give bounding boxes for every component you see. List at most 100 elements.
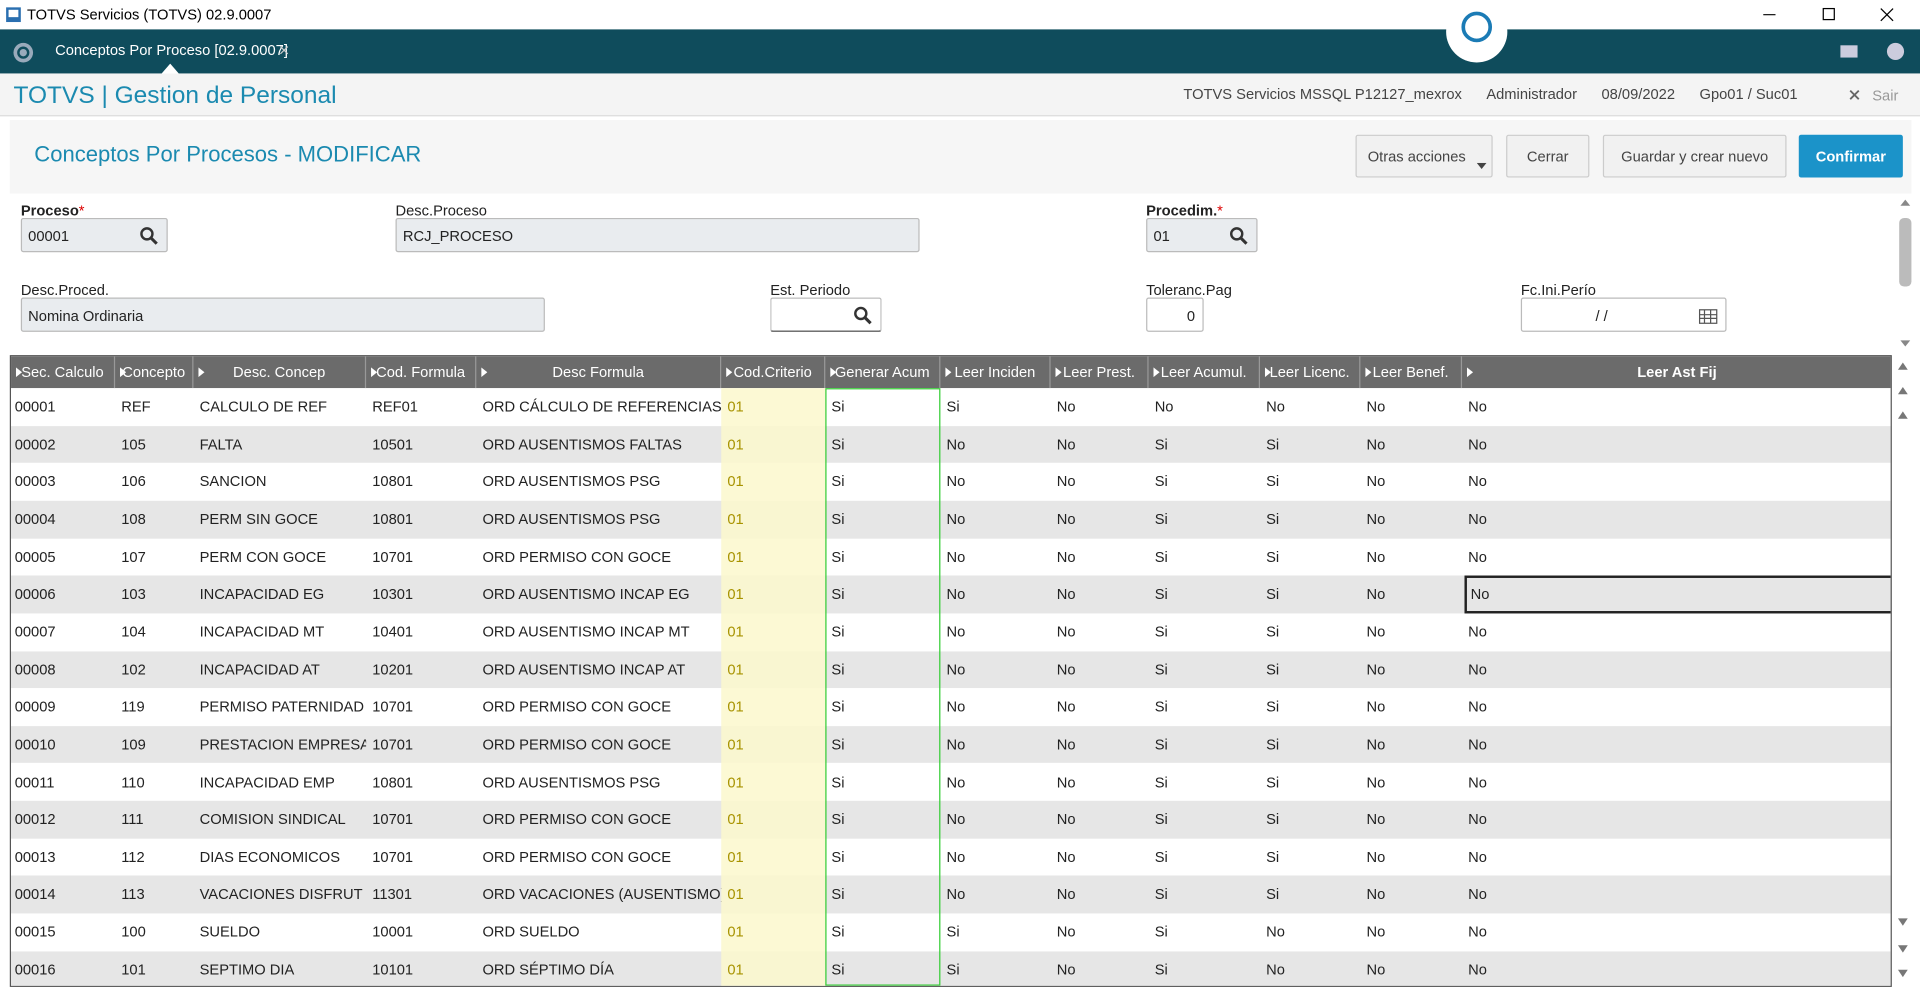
cell[interactable]: Si	[943, 914, 1051, 952]
cell[interactable]: No	[1053, 839, 1149, 877]
column-header[interactable]: Leer Ast Fij	[1462, 356, 1892, 388]
cell[interactable]: No	[1363, 501, 1462, 539]
cell[interactable]: 119	[118, 688, 194, 726]
input[interactable]: / /	[1521, 298, 1727, 332]
cell[interactable]: 01	[724, 463, 826, 501]
cell[interactable]: 107	[118, 538, 194, 576]
cell[interactable]: No	[1464, 501, 1891, 539]
cell[interactable]: No	[1151, 388, 1260, 426]
cell[interactable]: Si	[1262, 613, 1360, 651]
cell[interactable]: No	[1053, 576, 1149, 614]
cell[interactable]: 10701	[369, 688, 477, 726]
column-header[interactable]: Leer Licenc.	[1260, 356, 1360, 388]
cell[interactable]: ORD PERMISO CON GOCE	[479, 726, 721, 764]
cell[interactable]: No	[943, 426, 1051, 464]
cell[interactable]: 00006	[11, 576, 113, 614]
cell[interactable]: No	[1363, 839, 1462, 877]
cell[interactable]: 10501	[369, 426, 477, 464]
button[interactable]: Confirmar	[1799, 135, 1903, 178]
cell[interactable]: Si	[1151, 576, 1260, 614]
cell[interactable]: 10701	[369, 839, 477, 877]
cell[interactable]: 01	[724, 763, 826, 801]
cell[interactable]: CALCULO DE REF	[196, 388, 366, 426]
cell[interactable]: 102	[118, 651, 194, 689]
cell[interactable]: REF	[118, 388, 194, 426]
input[interactable]: 01	[1146, 218, 1257, 252]
cell[interactable]: Si	[1151, 651, 1260, 689]
cell[interactable]: ORD AUSENTISMOS PSG	[479, 501, 721, 539]
cell[interactable]: 00014	[11, 876, 113, 914]
cell[interactable]: No	[1363, 613, 1462, 651]
column-header[interactable]: Leer Benef.	[1360, 356, 1462, 388]
cell[interactable]: No	[1053, 801, 1149, 839]
cell[interactable]: PRESTACION EMPRESA	[196, 726, 366, 764]
tab-label[interactable]: Conceptos Por Proceso [02.9.0007]	[55, 42, 288, 59]
cell[interactable]: No	[1363, 576, 1462, 614]
cell[interactable]: ORD PERMISO CON GOCE	[479, 801, 721, 839]
cell[interactable]: 106	[118, 463, 194, 501]
cell[interactable]: No	[1464, 876, 1891, 914]
cell[interactable]: Si	[1262, 726, 1360, 764]
input[interactable]: RCJ_PROCESO	[396, 218, 920, 252]
cell[interactable]: 00010	[11, 726, 113, 764]
cell[interactable]: No	[1464, 726, 1891, 764]
cell[interactable]: No	[1363, 876, 1462, 914]
cell[interactable]: 01	[724, 538, 826, 576]
cell[interactable]: No	[943, 501, 1051, 539]
cell[interactable]: Si	[1262, 763, 1360, 801]
cell[interactable]: ORD CÁLCULO DE REFERENCIAS	[479, 388, 721, 426]
cell[interactable]: 104	[118, 613, 194, 651]
cell[interactable]: 01	[724, 613, 826, 651]
cell[interactable]: Si	[1262, 501, 1360, 539]
cell[interactable]: 00011	[11, 763, 113, 801]
cell[interactable]: Si	[1262, 576, 1360, 614]
cell[interactable]: No	[1363, 951, 1462, 987]
cell[interactable]: 100	[118, 914, 194, 952]
column-header[interactable]: Leer Prest.	[1051, 356, 1149, 388]
cell[interactable]: Si	[1262, 463, 1360, 501]
cell[interactable]: ORD SÉPTIMO DÍA	[479, 951, 721, 987]
cell[interactable]: 01	[724, 388, 826, 426]
cell[interactable]: No	[1262, 388, 1360, 426]
cell[interactable]: No	[1464, 651, 1891, 689]
cell[interactable]: No	[1053, 463, 1149, 501]
cell[interactable]: No	[1464, 426, 1891, 464]
button[interactable]: Otras acciones	[1356, 135, 1493, 178]
cell[interactable]: No	[1053, 726, 1149, 764]
column-header[interactable]: Desc Formula	[476, 356, 721, 388]
cell[interactable]: 10201	[369, 651, 477, 689]
cell[interactable]: 01	[724, 501, 826, 539]
cell[interactable]: Si	[1262, 801, 1360, 839]
cell[interactable]: No	[1363, 426, 1462, 464]
cell[interactable]: No	[1053, 538, 1149, 576]
column-header[interactable]: Generar Acum	[825, 356, 940, 388]
button[interactable]: Cerrar	[1506, 135, 1589, 178]
column-header[interactable]: Concepto	[115, 356, 193, 388]
cell[interactable]: 10701	[369, 538, 477, 576]
cell[interactable]: Si	[1262, 651, 1360, 689]
cell[interactable]: 10001	[369, 914, 477, 952]
cell[interactable]: Si	[1151, 914, 1260, 952]
cell[interactable]: 00009	[11, 688, 113, 726]
cell[interactable]: 109	[118, 726, 194, 764]
cell[interactable]: 103	[118, 576, 194, 614]
input[interactable]: Nomina Ordinaria	[21, 298, 545, 332]
cell[interactable]: No	[943, 576, 1051, 614]
cell[interactable]: Si	[1262, 839, 1360, 877]
cell[interactable]: 105	[118, 426, 194, 464]
cell[interactable]: Si	[943, 951, 1051, 987]
cell[interactable]: SANCION	[196, 463, 366, 501]
cell[interactable]: ORD AUSENTISMO INCAP AT	[479, 651, 721, 689]
cell[interactable]: No	[1464, 388, 1891, 426]
cell[interactable]: PERM SIN GOCE	[196, 501, 366, 539]
cell[interactable]: No	[1464, 763, 1891, 801]
cell[interactable]: Si	[1151, 501, 1260, 539]
cell[interactable]: 00015	[11, 914, 113, 952]
cell[interactable]: INCAPACIDAD MT	[196, 613, 366, 651]
cell[interactable]: No	[1464, 688, 1891, 726]
cell[interactable]: 10301	[369, 576, 477, 614]
cell[interactable]: 00007	[11, 613, 113, 651]
cell[interactable]: No	[1363, 388, 1462, 426]
column-header[interactable]: Sec. Calculo	[11, 356, 115, 388]
cell[interactable]: 01	[724, 951, 826, 987]
